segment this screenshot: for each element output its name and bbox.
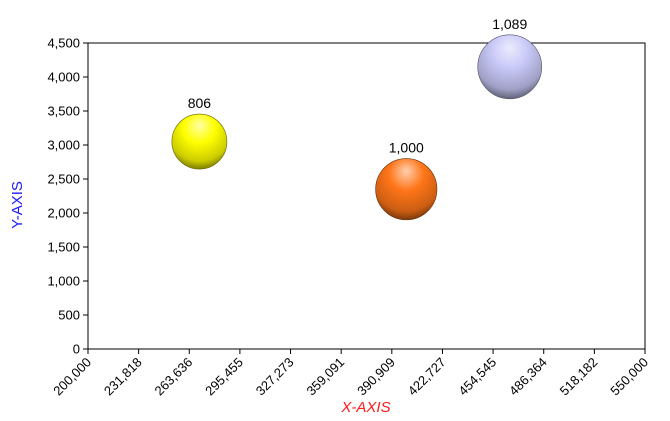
y-tick-label: 4,000 bbox=[47, 70, 80, 85]
y-tick-label: 1,500 bbox=[47, 240, 80, 255]
bubble-label: 806 bbox=[188, 95, 212, 111]
x-tick-label: 295,455 bbox=[202, 355, 246, 399]
bubble-label: 1,089 bbox=[492, 16, 527, 32]
y-tick-label: 500 bbox=[58, 308, 80, 323]
y-axis-ticks: 0 500 1,000 1,500 2,000 2,500 3,000 3,500 4,000 4… bbox=[47, 36, 88, 357]
x-tick-label: 454,545 bbox=[455, 355, 499, 399]
x-tick-label: 422,727 bbox=[405, 355, 449, 399]
bubble bbox=[171, 113, 228, 170]
y-tick-label: 4,500 bbox=[47, 36, 80, 51]
y-tick-label: 3,500 bbox=[47, 104, 80, 119]
y-tick-label: 3,000 bbox=[47, 138, 80, 153]
x-tick-label: 231,818 bbox=[101, 355, 145, 399]
x-axis-ticks: 200,000 231,818 263,636 295,455 327,273 359,0… bbox=[50, 349, 651, 398]
y-tick-label: 2,000 bbox=[47, 206, 80, 221]
y-tick-label: 1,000 bbox=[47, 274, 80, 289]
bubble-label: 1,000 bbox=[389, 140, 424, 156]
x-tick-label: 263,636 bbox=[152, 355, 196, 399]
x-tick-label: 390,909 bbox=[354, 355, 398, 399]
x-tick-label: 518,182 bbox=[557, 355, 601, 399]
plot-area bbox=[87, 42, 646, 350]
x-tick-label: 200,000 bbox=[50, 355, 94, 399]
y-axis-label: Y-AXIS bbox=[9, 181, 26, 229]
bubble bbox=[375, 158, 438, 221]
x-axis-label: X-AXIS bbox=[340, 399, 390, 416]
x-tick-label: 327,273 bbox=[253, 355, 297, 399]
bubble bbox=[477, 34, 543, 100]
bubbles: 806 1,000 1,089 bbox=[171, 16, 543, 221]
x-tick-label: 359,091 bbox=[303, 355, 347, 399]
y-tick-label: 2,500 bbox=[47, 172, 80, 187]
x-tick-label: 486,364 bbox=[506, 355, 550, 399]
y-tick-label: 0 bbox=[73, 342, 80, 357]
x-tick-label: 550,000 bbox=[607, 355, 651, 399]
